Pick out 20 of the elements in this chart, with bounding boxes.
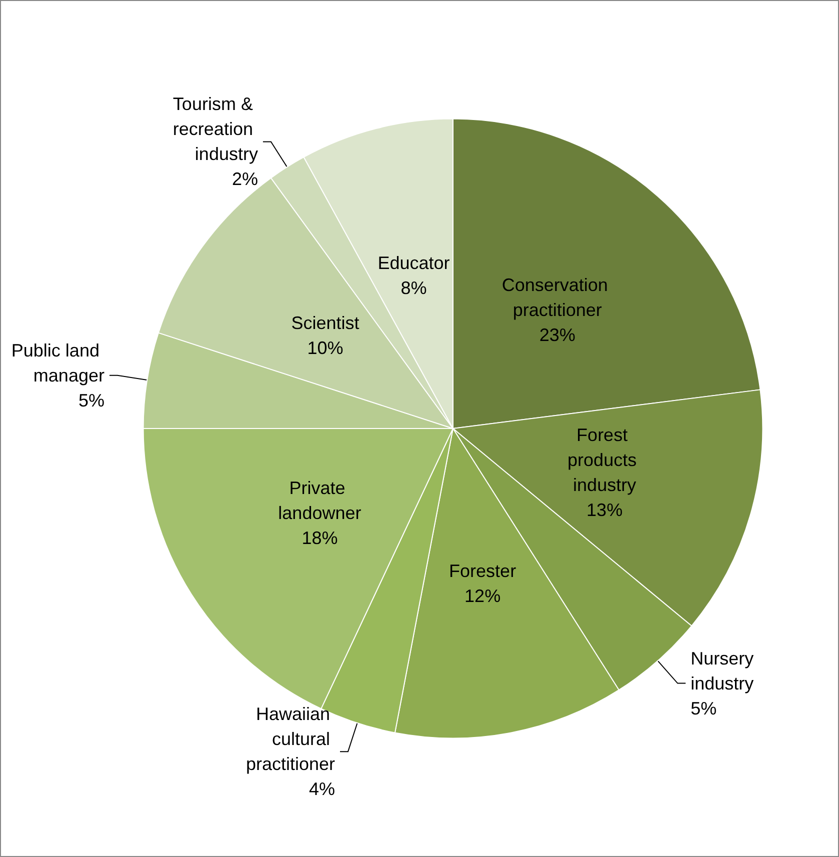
slice-label: Nursery industry: [690, 648, 759, 694]
slice-label: Hawaiian cultural practitioner: [246, 704, 336, 774]
slice-label: Forester: [449, 561, 516, 582]
slice-label: Public land manager: [11, 340, 104, 386]
data-label: 13%: [586, 500, 623, 520]
data-label: 4%: [308, 779, 336, 800]
slice-label: Conservation practitioner: [502, 275, 613, 320]
data-label: 2%: [232, 169, 258, 190]
data-label: 12%: [464, 586, 501, 606]
data-label: 8%: [400, 278, 427, 298]
data-label: 10%: [307, 338, 344, 358]
slice-label: Tourism & recreation industry: [172, 94, 258, 164]
slice-label: Private landowner: [278, 478, 362, 524]
data-label: 18%: [302, 528, 338, 548]
data-label: 5%: [78, 390, 104, 410]
data-label: 23%: [539, 325, 576, 346]
slice-label: Forest products industry: [568, 425, 642, 496]
data-label: 5%: [690, 698, 717, 718]
slice-label: Scientist: [291, 313, 360, 334]
slice-label: Educator: [378, 253, 450, 274]
